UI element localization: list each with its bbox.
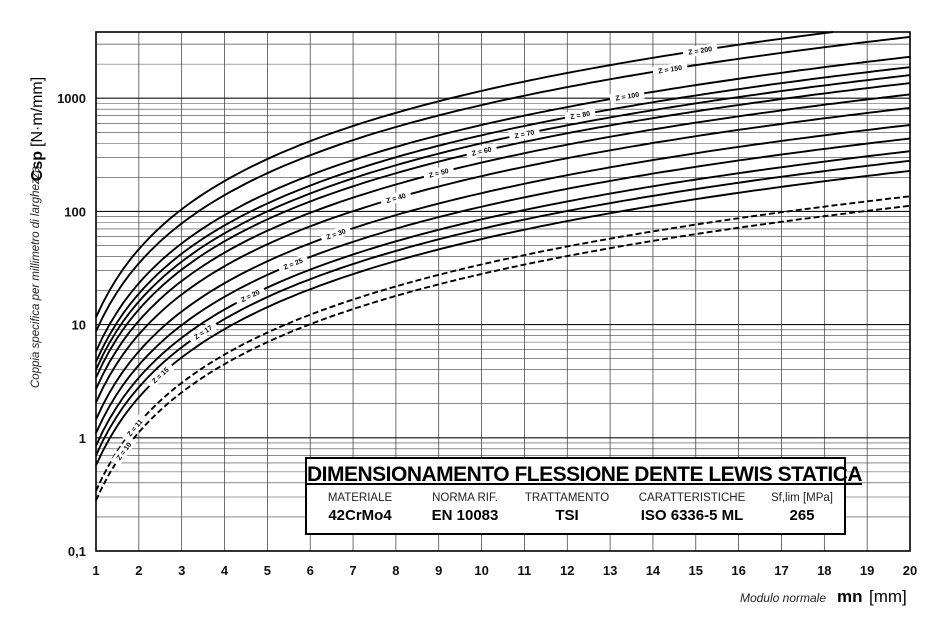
x-axis-description: Modulo normale [740,591,826,605]
curve-label: Z = 150 [658,65,683,76]
info-header: CARATTERISTICHE [638,492,746,504]
curve-label: Z = 200 [688,46,713,57]
curve-label-bg [145,361,175,390]
x-axis-ticks: 1 2 3 4 5 6 7 8 9 10 11 12 13 14 15 16 17 18 19 20 [92,563,917,578]
x-tick-label: 4 [221,563,229,578]
series-line [95,159,911,456]
y-tick-label: 10 [72,318,86,333]
curve-label-bg [609,88,646,105]
x-tick-label: 6 [307,563,314,578]
x-tick-label: 16 [731,563,745,578]
series-line [95,93,911,390]
curve-label-bg [277,253,310,275]
info-column-material: MATERIALE 42CrMo4 [315,491,405,527]
curve-label: Z = 60 [471,147,492,158]
series-line [95,195,911,492]
curve-label: Z = 30 [326,228,347,241]
y-tick-label: 0,1 [68,544,86,559]
x-tick-label: 5 [264,563,271,578]
x-tick-label: 14 [646,563,661,578]
curve-label-bg [319,224,352,244]
plot-frame [95,31,911,552]
info-value: TSI [555,507,579,524]
info-value: 42CrMo4 [328,507,392,524]
series-line [95,169,911,466]
curve-label-bg [508,125,541,142]
x-tick-label: 9 [435,563,442,578]
curve-label: Z = 50 [428,168,449,180]
curve-label-bg [652,61,689,77]
series-line [95,82,911,379]
y-axis-title-main: Csp [29,151,46,181]
series-line [95,137,911,434]
curve-label: Z = 100 [615,92,640,103]
curve-label-bg [187,319,219,345]
info-box: DIMENSIONAMENTO FLESSIONE DENTE LEWIS ST… [305,457,863,535]
curve-label-bg [422,164,455,182]
info-box-title: DIMENSIONAMENTO FLESSIONE DENTE LEWIS ST… [307,463,863,486]
x-tick-label: 2 [135,563,142,578]
y-tick-label: 1 [79,431,86,446]
info-column-treatment: TRATTAMENTO TSI [517,491,617,527]
y-tick-label: 100 [64,204,86,219]
x-tick-label: 20 [903,563,917,578]
series-line [95,74,911,371]
series-line [95,150,911,447]
series-line [95,204,911,501]
curve-label-bg [564,107,597,123]
x-tick-label: 19 [860,563,874,578]
series-line [95,35,911,332]
x-axis-title-main: mn [837,587,863,606]
series-line [95,66,911,363]
x-axis-title-unit: [mm] [869,587,907,606]
x-tick-label: 18 [817,563,831,578]
info-header: MATERIALE [327,492,393,504]
info-column-standard: NORMA RIF. EN 10083 [415,491,515,527]
info-value: ISO 6336-5 ML [640,507,744,524]
series-layer [95,31,911,501]
x-tick-label: 13 [603,563,617,578]
x-tick-label: 15 [689,563,703,578]
curve-label-bg [379,188,412,208]
y-tick-label: 1000 [57,91,86,106]
curve-label-bg [682,42,719,58]
x-tick-label: 1 [92,563,99,578]
x-tick-label: 8 [392,563,399,578]
x-tick-label: 7 [349,563,356,578]
info-column-sflim: Sf,lim [MPa] 265 [763,491,841,527]
x-tick-label: 17 [774,563,788,578]
y-axis-description: Coppia specifica per millimetro di largh… [30,166,42,388]
curve-label: Z = 80 [570,111,591,122]
curve-label-bg [110,435,137,467]
curve-label-bg [120,412,149,443]
curve-label-bg [234,284,267,307]
x-tick-label: 12 [560,563,574,578]
x-tick-label: 11 [518,563,532,578]
series-line [95,55,911,352]
info-column-characteristics: CARATTERISTICHE ISO 6336-5 ML [627,491,757,527]
info-value: EN 10083 [431,507,499,524]
curve-label-bg [465,142,498,160]
series-line [95,107,911,403]
info-header: TRATTAMENTO [524,492,610,504]
curve-label: Z = 70 [514,129,535,140]
info-header: NORMA RIF. [432,492,498,504]
y-axis-title-unit: [N·m/mm] [29,77,46,147]
info-header: Sf,lim [MPa] [771,492,833,504]
x-tick-label: 3 [178,563,185,578]
y-axis-ticks: 0,1 1 10 100 1000 [57,91,86,559]
info-value: 265 [789,507,815,524]
x-tick-label: 10 [474,563,488,578]
series-line [95,124,911,420]
curve-labels: Z = 10Z = 11Z = 15Z = 17Z = 20Z = 25Z = … [110,42,719,467]
